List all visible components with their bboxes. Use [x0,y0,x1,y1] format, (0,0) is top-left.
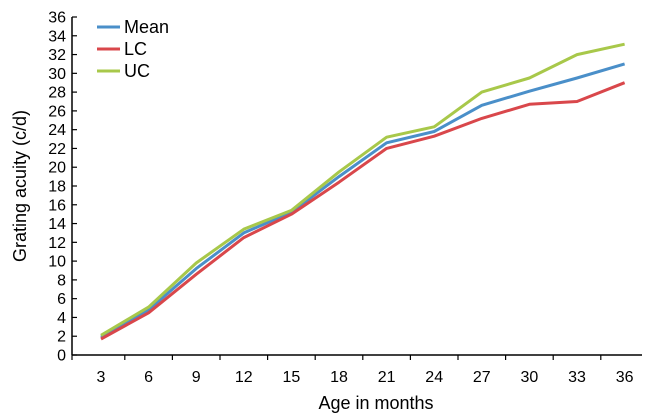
y-tick-label: 2 [57,329,66,346]
y-tick-label: 0 [57,348,66,365]
x-tick-label: 9 [192,369,201,386]
y-tick-label: 36 [48,10,66,27]
x-axis-ticks: 3 6 9 12 15 18 21 24 27 30 33 36 [71,355,634,386]
y-tick-label: 28 [48,85,66,102]
y-tick-label: 10 [48,254,66,271]
legend-label-lc: LC [124,39,147,59]
y-tick-label: 8 [57,272,66,289]
legend-label-mean: Mean [124,17,169,37]
series-line-mean [100,62,626,339]
y-tick-label: 12 [48,235,66,252]
x-tick-label: 18 [330,369,348,386]
y-tick-label: 26 [48,103,66,120]
x-tick-label: 15 [283,369,301,386]
x-tick-label: 36 [616,369,634,386]
x-tick-label: 30 [521,369,539,386]
x-tick-label: 21 [378,369,396,386]
x-tick-label: 27 [473,369,491,386]
y-tick-label: 32 [48,47,66,64]
y-tick-label: 4 [57,310,66,327]
x-tick-label: 3 [97,369,106,386]
y-tick-label: 34 [48,28,66,45]
y-tick-label: 20 [48,160,66,177]
x-tick-label: 24 [425,369,443,386]
x-tick-label: 12 [235,369,253,386]
x-tick-label: 6 [144,369,153,386]
y-tick-label: 14 [48,216,66,233]
series-lines [100,42,626,341]
y-tick-label: 18 [48,179,66,196]
y-tick-label: 24 [48,122,66,139]
series-line-lc [100,81,626,341]
y-tick-label: 22 [48,141,66,158]
legend-label-uc: UC [124,61,150,81]
y-tick-label: 16 [48,197,66,214]
y-tick-label: 30 [48,66,66,83]
series-line-uc [100,42,625,337]
x-tick-label: 33 [568,369,586,386]
y-tick-label: 6 [57,291,66,308]
x-axis-title: Age in months [318,393,433,413]
y-axis-title: Grating acuity (c/d) [10,110,30,262]
